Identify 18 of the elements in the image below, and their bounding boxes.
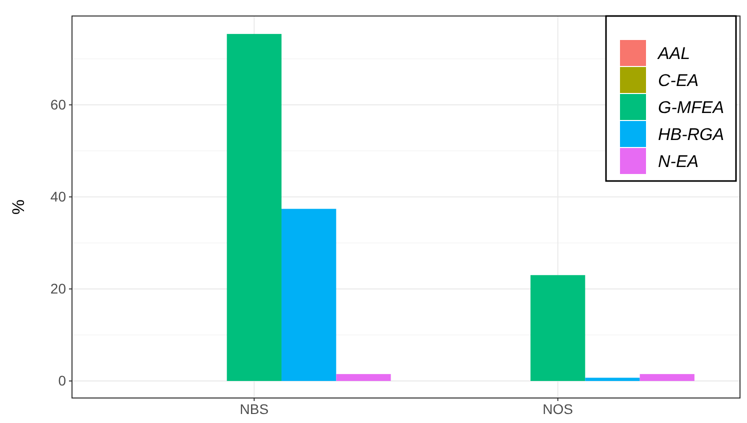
bar — [282, 208, 336, 381]
y-axis-title: % — [9, 199, 28, 215]
legend-label: AAL — [657, 44, 690, 63]
bar — [530, 275, 586, 381]
bar — [336, 374, 391, 381]
x-tick-label: NOS — [542, 400, 573, 417]
legend-label: N-EA — [658, 152, 699, 171]
bar — [226, 34, 282, 381]
y-tick-label: 40 — [50, 188, 66, 204]
x-tick-label: NBS — [240, 400, 269, 417]
bar — [585, 378, 640, 381]
legend-label: G-MFEA — [658, 98, 724, 117]
y-tick-label: 20 — [50, 280, 66, 296]
bar — [640, 374, 694, 381]
y-tick-label: 60 — [50, 96, 66, 112]
legend-label: HB-RGA — [658, 125, 724, 144]
y-tick-label: 0 — [58, 372, 66, 388]
legend-label: C-EA — [658, 71, 699, 90]
